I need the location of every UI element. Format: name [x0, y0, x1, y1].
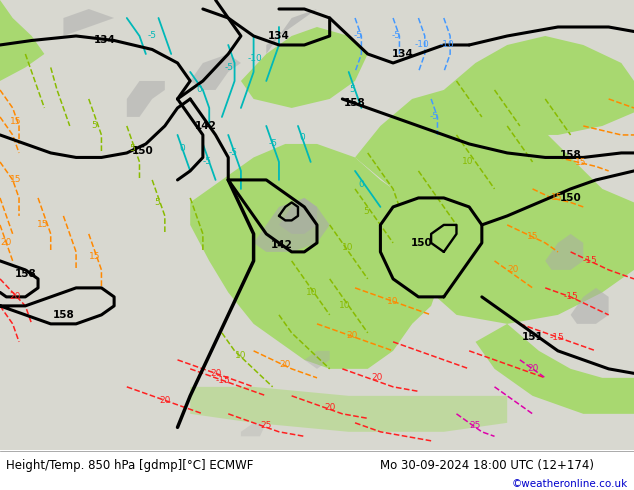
Text: -5: -5 — [354, 31, 363, 41]
Polygon shape — [241, 423, 266, 436]
Text: 142: 142 — [271, 240, 293, 250]
Text: 25: 25 — [261, 420, 272, 430]
Text: 10: 10 — [339, 301, 351, 310]
Text: 10: 10 — [342, 243, 353, 252]
Polygon shape — [279, 198, 317, 234]
Text: 134: 134 — [268, 31, 290, 41]
Text: 150: 150 — [560, 193, 581, 203]
Text: 5: 5 — [363, 207, 370, 216]
Text: 10: 10 — [462, 157, 474, 167]
Text: 0: 0 — [299, 133, 305, 142]
Text: -5: -5 — [429, 112, 438, 122]
Text: -5: -5 — [225, 63, 234, 72]
Text: 0: 0 — [358, 180, 365, 189]
Text: -5: -5 — [229, 148, 238, 157]
Polygon shape — [571, 288, 609, 324]
Polygon shape — [241, 27, 368, 108]
Polygon shape — [444, 36, 634, 135]
Text: 0: 0 — [197, 85, 203, 95]
Text: 158: 158 — [53, 310, 74, 320]
Text: -15: -15 — [549, 333, 564, 342]
Text: -10: -10 — [247, 54, 262, 63]
Text: 15: 15 — [527, 232, 538, 241]
Text: -15: -15 — [563, 293, 578, 301]
Polygon shape — [476, 324, 634, 414]
Polygon shape — [304, 351, 330, 369]
Text: -10: -10 — [414, 41, 429, 49]
Text: 150: 150 — [132, 146, 153, 156]
Text: 151: 151 — [522, 332, 543, 343]
Text: 20: 20 — [1, 239, 12, 247]
Text: -5: -5 — [392, 31, 401, 41]
Polygon shape — [190, 144, 444, 351]
Polygon shape — [63, 9, 114, 36]
Text: 10: 10 — [387, 297, 399, 306]
Polygon shape — [355, 90, 634, 324]
Polygon shape — [266, 9, 317, 54]
Text: 20: 20 — [371, 373, 382, 382]
Text: ©weatheronline.co.uk: ©weatheronline.co.uk — [512, 479, 628, 489]
Text: 158: 158 — [560, 150, 581, 160]
Text: 20: 20 — [280, 360, 291, 369]
Text: 5: 5 — [129, 144, 135, 153]
Polygon shape — [279, 315, 412, 369]
Text: -5: -5 — [203, 157, 212, 167]
Text: 20: 20 — [346, 331, 358, 340]
Text: 15: 15 — [575, 158, 586, 167]
Text: 15: 15 — [551, 194, 562, 202]
Text: 20: 20 — [210, 369, 221, 378]
Text: 15: 15 — [37, 220, 49, 229]
Text: 20: 20 — [159, 396, 171, 405]
Text: 134: 134 — [392, 49, 413, 59]
Text: 20: 20 — [508, 266, 519, 274]
Text: -15: -15 — [582, 256, 597, 266]
Text: 0: 0 — [179, 144, 186, 153]
Text: 5: 5 — [91, 122, 97, 130]
Text: 10: 10 — [306, 288, 318, 297]
Polygon shape — [190, 54, 241, 90]
Text: 20: 20 — [324, 403, 335, 412]
Text: 5: 5 — [349, 85, 356, 95]
Text: 158: 158 — [15, 270, 36, 279]
Text: 15: 15 — [89, 252, 101, 261]
Text: 15: 15 — [10, 175, 21, 184]
Text: Mo 30-09-2024 18:00 UTC (12+174): Mo 30-09-2024 18:00 UTC (12+174) — [380, 460, 595, 472]
Polygon shape — [545, 234, 583, 270]
Text: 150: 150 — [411, 238, 432, 248]
Polygon shape — [127, 81, 165, 117]
Text: -5: -5 — [148, 31, 157, 41]
Text: -15: -15 — [216, 376, 231, 385]
Text: 5: 5 — [154, 198, 160, 207]
Text: 10: 10 — [235, 351, 247, 360]
Text: Height/Temp. 850 hPa [gdmp][°C] ECMWF: Height/Temp. 850 hPa [gdmp][°C] ECMWF — [6, 460, 254, 472]
Text: 25: 25 — [470, 420, 481, 430]
Text: 20: 20 — [527, 365, 538, 373]
Polygon shape — [254, 198, 330, 252]
Polygon shape — [0, 0, 44, 81]
Text: -10: -10 — [439, 41, 455, 49]
Text: -5: -5 — [268, 140, 277, 148]
Text: 158: 158 — [344, 98, 366, 108]
Polygon shape — [190, 387, 507, 432]
Text: 15: 15 — [10, 117, 22, 126]
Text: 134: 134 — [94, 35, 115, 46]
Text: 142: 142 — [195, 121, 217, 131]
Text: 20: 20 — [10, 293, 21, 301]
